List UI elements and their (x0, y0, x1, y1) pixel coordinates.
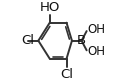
Text: OH: OH (88, 45, 105, 58)
Text: Cl: Cl (21, 34, 34, 47)
Text: Cl: Cl (60, 68, 73, 81)
Text: OH: OH (88, 23, 105, 36)
Text: B: B (77, 34, 86, 47)
Text: HO: HO (40, 1, 60, 14)
